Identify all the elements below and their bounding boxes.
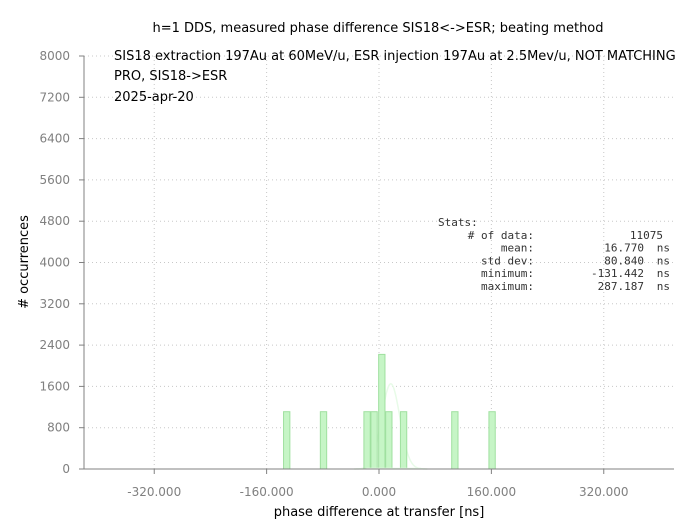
stats-label: maximum: (481, 280, 534, 293)
y-tick-label: 4000 (39, 256, 70, 270)
y-tick-label: 5600 (39, 173, 70, 187)
y-tick-label: 3200 (39, 297, 70, 311)
y-tick-label: 0 (62, 462, 70, 476)
stats-value: -131.442 (591, 267, 644, 280)
histogram-bar (370, 411, 378, 470)
axes (79, 55, 674, 474)
chart-title: h=1 DDS, measured phase difference SIS18… (152, 21, 603, 36)
y-tick-label: 800 (47, 421, 70, 435)
histogram-bar (319, 411, 328, 470)
histogram-bar (451, 411, 459, 470)
histogram-bar (283, 411, 291, 470)
histogram-bar (363, 411, 371, 470)
stats-unit: ns (657, 254, 670, 267)
annotation-date: 2025-apr-20 (114, 90, 194, 105)
histogram-bar (399, 411, 408, 470)
stats-unit: ns (657, 280, 670, 293)
stats-box: Stats: # of data: 11075 mean: 16.770 ns std d… (438, 216, 670, 293)
stats-value: 16.770 (604, 242, 644, 255)
y-tick-label: 1600 (39, 379, 70, 393)
x-tick-labels: -320.000 -160.000 0.000 160.000 320.000 (127, 485, 628, 499)
histogram-bar (378, 353, 386, 470)
annotation-line-1: SIS18 extraction 197Au at 60MeV/u, ESR i… (114, 49, 676, 64)
x-tick-label: -320.000 (127, 485, 181, 499)
x-axis-title: phase difference at transfer [ns] (274, 505, 485, 520)
annotation-block: SIS18 extraction 197Au at 60MeV/u, ESR i… (114, 49, 676, 105)
y-tick-label: 2400 (39, 338, 70, 352)
stats-label: std dev: (481, 254, 534, 267)
stats-unit: ns (657, 242, 670, 255)
stats-heading: Stats: (438, 216, 478, 229)
y-axis-title: # occurrences (17, 215, 32, 309)
stats-value: 80.840 (604, 254, 644, 267)
y-tick-label: 4800 (39, 214, 70, 228)
histogram-bar (385, 411, 393, 470)
stats-value: 287.187 (598, 280, 644, 293)
histogram-bar (488, 411, 496, 470)
x-tick-label: 320.000 (579, 485, 629, 499)
y-tick-label: 6400 (39, 132, 70, 146)
y-tick-label: 8000 (39, 49, 70, 63)
stats-value: 11075 (630, 229, 663, 242)
x-tick-label: 0.000 (362, 485, 396, 499)
y-tick-label: 7200 (39, 90, 70, 104)
annotation-line-2: PRO, SIS18->ESR (114, 69, 227, 84)
stats-unit: ns (657, 267, 670, 280)
y-tick-labels: 0 800 1600 2400 3200 4000 4800 5600 6400 7200 8000 (39, 49, 70, 476)
x-tick-label: -160.000 (240, 485, 294, 499)
stats-label: minimum: (481, 267, 534, 280)
x-tick-label: 160.000 (467, 485, 517, 499)
stats-label: # of data: (468, 229, 534, 242)
stats-label: mean: (501, 242, 534, 255)
histogram-bars (283, 353, 496, 470)
